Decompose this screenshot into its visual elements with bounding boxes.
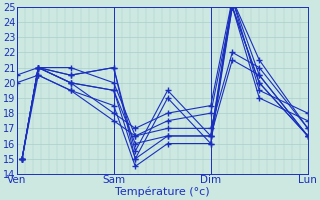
- X-axis label: Température (°c): Température (°c): [115, 187, 210, 197]
